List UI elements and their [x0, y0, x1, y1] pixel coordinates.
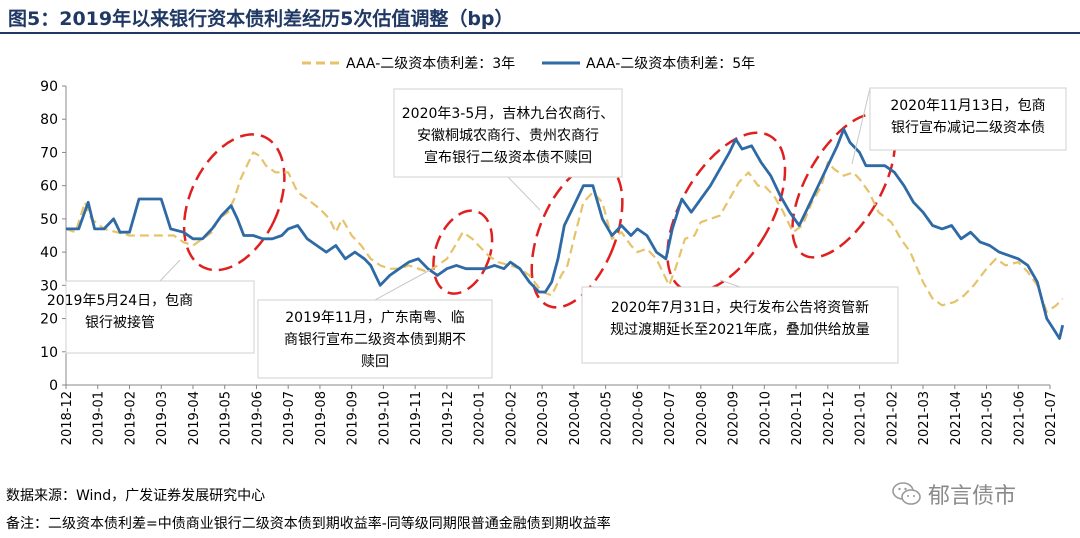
- annotation-text: 规过渡期延长至2021年底，叠加供给放量: [610, 322, 870, 338]
- annotation-box: [257, 299, 493, 379]
- y-tick-label: 0: [49, 378, 58, 394]
- x-tick-label: 2020-08: [695, 391, 710, 445]
- annotation-text: 2019年5月24日，包商: [47, 293, 193, 309]
- x-tick-label: 2020-03: [536, 391, 551, 445]
- spread-line-chart: 0 10 20 30 40 50 60 70 80 90 2018-12 2019-01 2019-02…: [40, 56, 1067, 445]
- x-tick-label: 2020-12: [822, 391, 837, 445]
- x-tick-label: 2019-01: [92, 391, 107, 445]
- x-tick-label: 2020-07: [663, 391, 678, 445]
- x-tick-label: 2019-08: [314, 391, 329, 445]
- x-tick-label: 2020-10: [758, 391, 773, 445]
- annotation-leader: [851, 87, 871, 165]
- y-tick-label: 40: [40, 245, 58, 261]
- y-tick-label: 10: [40, 345, 58, 361]
- x-tick-label: 2021-07: [1044, 391, 1059, 445]
- x-tick-label: 2021-04: [949, 391, 964, 445]
- series-line-5y: [66, 127, 1065, 340]
- annotation-box: [581, 286, 899, 364]
- x-tick-label: 2019-09: [346, 391, 361, 445]
- annotation-leader: [507, 176, 541, 211]
- annotation-text: 2020年7月31日，央行发布公告将资管新: [611, 300, 869, 316]
- x-tick-label: 2021-06: [1012, 391, 1027, 445]
- highlight-ellipse: [432, 209, 494, 295]
- x-tick-label: 2019-10: [377, 391, 392, 445]
- x-tick-label: 2019-04: [187, 391, 202, 445]
- highlight-ellipse: [182, 133, 286, 272]
- x-tick-label: 2020-01: [473, 391, 488, 445]
- x-tick-label: 2018-12: [60, 391, 75, 445]
- annotation-text: 2020年11月13日，包商: [890, 98, 1045, 114]
- annotation-text: 商银行宣布二级资本债到期不: [284, 332, 466, 348]
- annotation-text: 宣布银行二级资本债不赎回: [424, 149, 592, 166]
- annotation-box: [869, 87, 1067, 151]
- x-tick-label: 2019-03: [155, 391, 170, 445]
- x-tick-label: 2021-01: [854, 391, 869, 445]
- annotation-text: 2019年11月，广东南粤、临: [285, 310, 464, 326]
- series-line-3y: [65, 151, 1064, 313]
- y-tick-label: 90: [40, 79, 58, 95]
- legend-label: AAA-二级资本债利差：5年: [586, 56, 755, 72]
- x-tick-label: 2021-03: [917, 391, 932, 445]
- x-tick-label: 2020-02: [504, 391, 519, 445]
- title-rule: [0, 32, 1080, 34]
- x-tick-label: 2020-06: [631, 391, 646, 445]
- x-tick-label: 2019-12: [441, 391, 456, 445]
- y-tick-label: 80: [40, 112, 58, 128]
- annotation-leader: [719, 279, 741, 288]
- figure-title: 图5：2019年以来银行资本债利差经历5次估值调整（bp）: [8, 8, 514, 30]
- x-tick-label: 2020-09: [727, 391, 742, 445]
- y-tick-label: 60: [40, 179, 58, 195]
- x-tick-label: 2019-07: [282, 391, 297, 445]
- x-tick-label: 2020-05: [600, 391, 615, 445]
- annotation-text: 银行宣布减记二级资本债: [891, 120, 1045, 136]
- annotation-text: 赎回: [361, 353, 389, 370]
- watermark-text: 郁言债市: [928, 484, 1017, 509]
- annotation-leader: [374, 269, 431, 301]
- x-tick-label: 2021-05: [981, 391, 996, 445]
- x-tick-label: 2021-02: [885, 391, 900, 445]
- x-tick-label: 2020-04: [568, 391, 583, 445]
- annotation-text: 2020年3-5月，吉林九台农商行、: [402, 106, 615, 122]
- legend-label: AAA-二级资本债利差：3年: [346, 56, 515, 72]
- legend: AAA-二级资本债利差：3年 AAA-二级资本债利差：5年: [302, 56, 755, 72]
- y-tick-label: 70: [40, 145, 58, 161]
- annotation-text: 安徽桐城农商行、贵州农商行: [417, 128, 599, 144]
- x-tick-label: 2019-11: [409, 391, 424, 445]
- watermark: 郁言债市: [892, 478, 1016, 510]
- y-tick-label: 30: [40, 278, 58, 294]
- y-tick-label: 20: [40, 312, 58, 328]
- chart-axes: 0 10 20 30 40 50 60 70 80 90 2018-12 2019-01 2019-02…: [40, 79, 1059, 445]
- x-tick-label: 2020-11: [790, 391, 805, 445]
- series-lines: [65, 127, 1065, 340]
- wechat-icon: [892, 482, 921, 505]
- x-tick-label: 2019-02: [123, 391, 138, 445]
- source-note: 数据来源：Wind，广发证券发展研究中心: [6, 488, 266, 504]
- x-tick-label: 2019-05: [219, 391, 234, 445]
- y-tick-label: 50: [40, 212, 58, 228]
- annotation-text: 银行被接管: [85, 314, 155, 331]
- annotation-box: [393, 88, 623, 178]
- annotation-box: [65, 280, 255, 354]
- x-tick-label: 2019-06: [250, 391, 265, 445]
- annotation-leader: [159, 259, 181, 282]
- remark-note: 备注：二级资本债利差=中债商业银行二级资本债到期收益率-同等级同期限普通金融债到…: [6, 516, 611, 532]
